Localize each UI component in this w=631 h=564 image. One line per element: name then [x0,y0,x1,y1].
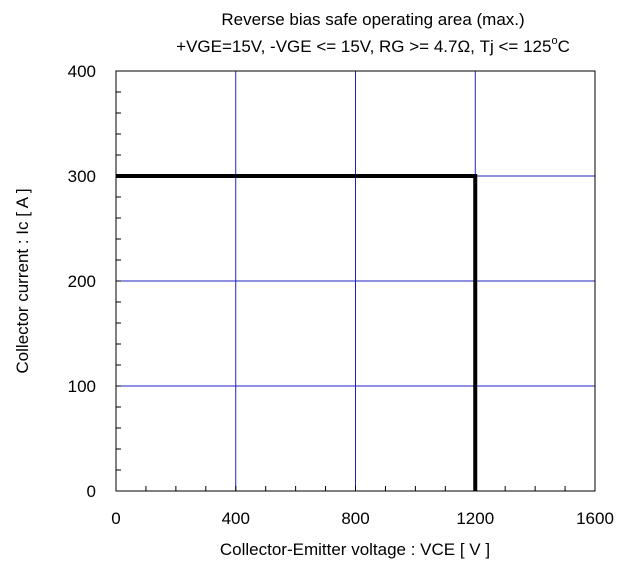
x-tick-label: 800 [341,509,369,528]
x-tick-label: 400 [222,509,250,528]
subtitle-main: +VGE=15V, -VGE <= 15V, RG >= 4.7Ω, Tj <=… [176,37,551,56]
y-tick-label: 0 [87,482,96,501]
plot-frame [115,70,596,492]
y-tick-label: 100 [68,377,96,396]
y-tick-labels: 0 100 200 300 400 [68,62,96,501]
y-tick-label: 300 [68,167,96,186]
x-tick-label: 0 [111,509,120,528]
grid-lines [116,71,595,491]
chart-title: Reverse bias safe operating area (max.) [221,10,524,29]
x-axis-label: Collector-Emitter voltage : VCE [ V ] [220,540,490,559]
minor-ticks [115,70,596,492]
subtitle-superscript: o [551,35,557,47]
y-tick-label: 400 [68,62,96,81]
subtitle-unit: C [558,37,570,56]
x-tick-label: 1200 [456,509,494,528]
y-axis-label: Collector current : Ic [ A ] [13,188,32,373]
y-tick-label: 200 [68,272,96,291]
chart-subtitle: +VGE=15V, -VGE <= 15V, RG >= 4.7Ω, Tj <=… [176,35,570,56]
series-line [116,174,478,491]
x-tick-label: 1600 [576,509,614,528]
x-tick-labels: 0 400 800 1200 1600 [111,509,614,528]
series-layer [116,174,478,491]
